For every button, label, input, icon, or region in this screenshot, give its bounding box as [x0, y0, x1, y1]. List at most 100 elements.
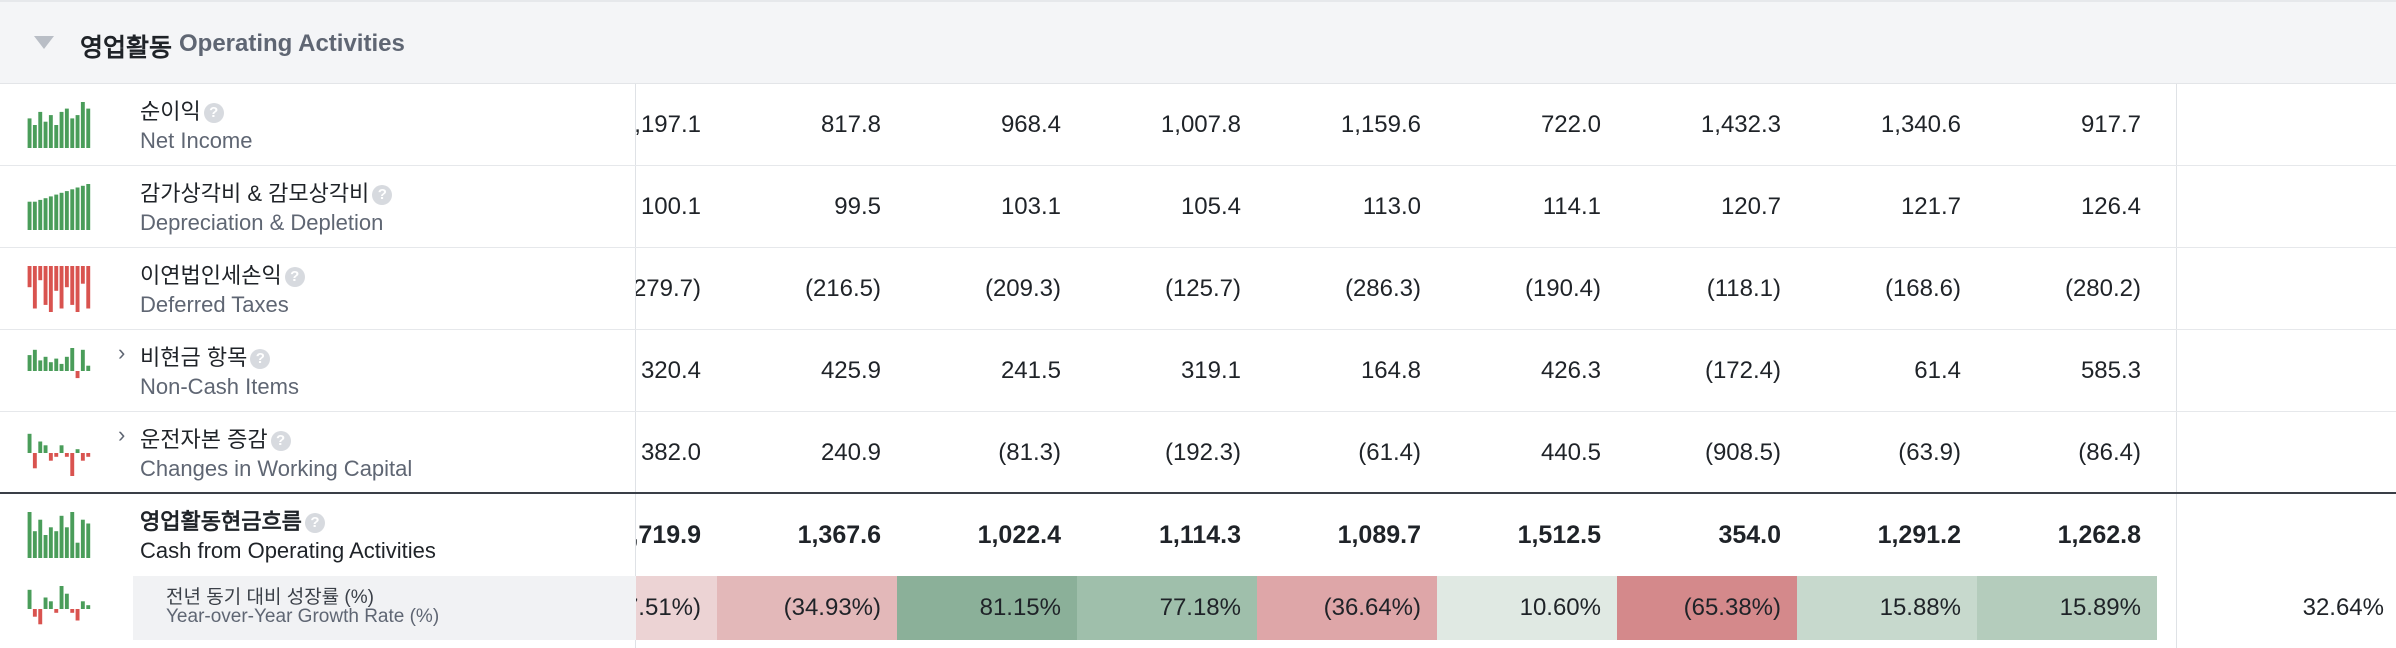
value-cells: 100.1 99.5 103.1 105.4 113.0 114.1 120.7 121.7 1…: [636, 166, 2177, 247]
spark-bar: [75, 542, 80, 558]
expand-chevron-icon[interactable]: ›: [118, 340, 126, 365]
spark-bar: [70, 118, 75, 148]
spark-bar: [59, 586, 64, 609]
label-en-working-capital: Changes in Working Capital: [140, 456, 413, 481]
spark-bar: [27, 201, 32, 230]
row-deferred-taxes[interactable]: 이연법인세손익? Deferred Taxes (279.7)(216.5)(2…: [0, 248, 2396, 330]
value-cell: 240.9: [820, 438, 881, 466]
spark-bar: [43, 356, 48, 371]
spark-bar: [75, 371, 80, 379]
value-cell: (908.5): [1704, 438, 1781, 466]
value-cell: 1,197.1: [636, 110, 701, 138]
spark-bar: [27, 433, 32, 453]
spark-bar: [54, 358, 59, 371]
spark-bar: [54, 266, 59, 291]
spark-bar: [86, 108, 91, 148]
info-icon[interactable]: ?: [270, 431, 291, 451]
sparkline-deferred-taxes: [27, 266, 91, 312]
value-cell: 1,262.8: [2057, 520, 2141, 549]
spark-bar: [38, 199, 43, 230]
label-ko-net-income: 순이익?: [140, 94, 224, 126]
value-cell: 1,512.5: [1517, 520, 1601, 549]
spark-bar: [64, 453, 69, 457]
value-cell: (27.51%): [636, 576, 717, 640]
info-icon[interactable]: ?: [372, 185, 393, 205]
section-header-operating-activities[interactable]: 영업활동 Operating Activities: [0, 0, 2396, 84]
row-non-cash-items[interactable]: › 비현금 항목? Non-Cash Items 320.4 425.9 241.5…: [0, 330, 2396, 412]
value-cell: 81.15%: [897, 576, 1077, 640]
row-yoy-growth[interactable]: 전년 동기 대비 성장률 (%) Year-over-Year Growth R…: [0, 576, 2396, 640]
value-cell: 1,007.8: [1160, 110, 1241, 138]
value-cell: (63.9): [1898, 438, 1961, 466]
section-title-en: Operating Activities: [179, 30, 405, 57]
value-cell: 1,022.4: [977, 520, 1061, 549]
value-cell: 917.7: [2080, 110, 2141, 138]
spark-bar: [80, 102, 85, 148]
row-working-capital[interactable]: › 운전자본 증감? Changes in Working Capital 38…: [0, 412, 2396, 494]
sparkline-depreciation: [27, 184, 91, 230]
spark-bar: [64, 593, 69, 609]
spark-bar: [32, 125, 37, 148]
row-net-income[interactable]: 순이익? Net Income 1,197.1 817.8 968.4 1,007.8…: [0, 84, 2396, 166]
spark-bar: [32, 201, 37, 230]
spark-bar: [75, 609, 80, 621]
value-cell: 105.4: [1180, 192, 1241, 220]
expand-chevron-icon[interactable]: ›: [118, 422, 126, 447]
value-cells: 1,719.9 1,367.6 1,022.4 1,114.3 1,089.7 1,512…: [636, 494, 2177, 576]
spark-bar: [86, 453, 91, 457]
spark-bar: [27, 266, 32, 288]
spark-bar: [38, 519, 43, 558]
value-cell: (216.5): [804, 274, 881, 302]
value-cell: 1,114.3: [1158, 520, 1241, 549]
info-icon[interactable]: ?: [250, 349, 271, 369]
value-cells: 320.4 425.9 241.5 319.1 164.8 426.3 (172.4) 61.…: [636, 330, 2177, 411]
label-en-depreciation: Depreciation & Depletion: [140, 210, 384, 235]
info-icon[interactable]: ?: [304, 513, 325, 533]
spark-bar: [75, 449, 80, 453]
value-cell: 61.4: [1914, 356, 1961, 384]
label-ko-deferred-taxes: 이연법인세손익?: [140, 258, 305, 290]
value-cell: 722.0: [1540, 110, 1601, 138]
label-ko-text: 순이익: [140, 99, 201, 124]
label-en-non-cash-items: Non-Cash Items: [140, 374, 299, 399]
spark-bar: [80, 349, 85, 371]
label-ko-text: 비현금 항목: [140, 345, 248, 370]
value-cell: (286.3): [1344, 274, 1421, 302]
row-depreciation[interactable]: 감가상각비 & 감모상각비? Depreciation & Depletion …: [0, 166, 2396, 248]
spark-bar: [38, 441, 43, 453]
value-cell: 1,340.6: [1880, 110, 1961, 138]
value-cell: 114.1: [1542, 192, 1601, 220]
label-en-deferred-taxes: Deferred Taxes: [140, 292, 289, 317]
spark-bar: [54, 453, 59, 457]
info-icon[interactable]: ?: [203, 103, 224, 123]
spark-bar: [32, 609, 37, 617]
label-ko-text: 이연법인세손익: [140, 263, 282, 288]
spark-bar: [64, 266, 69, 288]
value-cell: 1,367.6: [797, 520, 881, 549]
spark-bar: [32, 266, 37, 309]
spark-bar: [43, 266, 48, 305]
collapse-triangle-icon[interactable]: [34, 36, 54, 50]
row-cash-from-operating-activities[interactable]: 영업활동현금흐름? Cash from Operating Activities…: [0, 492, 2396, 576]
value-cell: (192.3): [1164, 438, 1241, 466]
spark-bar: [80, 185, 85, 230]
value-cell: 10.60%: [1437, 576, 1617, 640]
value-cell: 241.5: [1000, 356, 1061, 384]
value-cell: 121.7: [1900, 192, 1961, 220]
spark-bar: [32, 453, 37, 469]
spark-bar: [70, 348, 75, 371]
spark-bar: [80, 601, 85, 609]
spark-bar: [64, 527, 69, 558]
spark-bar: [86, 605, 91, 609]
spark-bar: [80, 519, 85, 558]
value-cell: 120.7: [1720, 192, 1781, 220]
spark-bar: [75, 266, 80, 312]
spark-bar: [75, 115, 80, 148]
label-ko-text: 영업활동현금흐름: [140, 509, 302, 534]
value-cell: 15.88%: [1797, 576, 1977, 640]
label-ko-working-capital: 운전자본 증감?: [140, 422, 291, 454]
spark-bar: [43, 597, 48, 609]
sparkline-yoy-growth: [27, 586, 91, 625]
info-icon[interactable]: ?: [284, 267, 305, 287]
growth-label-box: [133, 576, 636, 640]
